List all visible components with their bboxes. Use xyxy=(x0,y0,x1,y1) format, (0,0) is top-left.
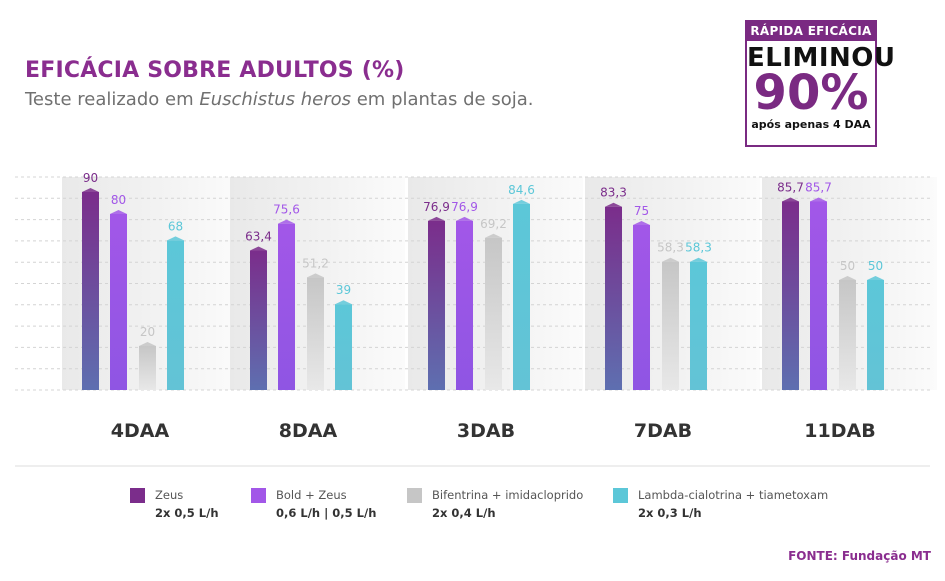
subtitle-prefix: Teste realizado em xyxy=(25,89,200,110)
bar-zeus-7DAB xyxy=(605,206,622,390)
bar-cap-bifentrina-8DAA xyxy=(307,273,324,278)
legend-series-name: Zeus xyxy=(155,488,184,502)
bar-cap-zeus-3DAB xyxy=(428,216,445,221)
bar-bold-zeus-11DAB xyxy=(810,201,827,390)
legend-series-dose: 2x 0,3 L/h xyxy=(638,506,702,520)
data-label-zeus-11DAB: 85,7 xyxy=(777,180,804,194)
category-label-8DAA: 8DAA xyxy=(279,420,338,442)
bar-bifentrina-11DAB xyxy=(839,280,856,390)
legend-series-name: Bifentrina + imidacloprido xyxy=(432,488,584,502)
bar-bifentrina-4DAA xyxy=(139,346,156,390)
data-label-zeus-4DAA: 90 xyxy=(83,171,98,185)
bar-bifentrina-7DAB xyxy=(662,261,679,390)
bar-cap-bold-zeus-4DAA xyxy=(110,210,127,214)
badge-percentage: 90% xyxy=(753,65,869,121)
legend-swatch xyxy=(613,488,628,503)
bar-cap-bifentrina-4DAA xyxy=(139,342,156,346)
bar-zeus-11DAB xyxy=(782,201,799,390)
subtitle-suffix: em plantas de soja. xyxy=(351,89,534,110)
bar-bold-zeus-8DAA xyxy=(278,223,295,390)
data-label-lambda-8DAA: 39 xyxy=(336,283,351,297)
bar-zeus-4DAA xyxy=(82,192,99,390)
bar-zeus-8DAA xyxy=(250,250,267,390)
data-label-bold-zeus-8DAA: 75,6 xyxy=(273,203,300,217)
legend-swatch xyxy=(130,488,145,503)
bar-bold-zeus-7DAB xyxy=(633,225,650,390)
bar-cap-lambda-11DAB xyxy=(867,276,884,280)
bar-lambda-11DAB xyxy=(867,280,884,390)
bar-cap-bifentrina-3DAB xyxy=(485,233,502,238)
bar-lambda-4DAA xyxy=(167,240,184,390)
bar-lambda-3DAB xyxy=(513,203,530,390)
bar-cap-zeus-11DAB xyxy=(782,197,799,202)
data-label-bold-zeus-3DAB: 76,9 xyxy=(451,200,478,214)
badge-label: RÁPIDA EFICÁCIA xyxy=(747,22,875,41)
bar-zeus-3DAB xyxy=(428,220,445,390)
bar-cap-bold-zeus-3DAB xyxy=(456,216,473,221)
bar-lambda-7DAB xyxy=(690,261,707,390)
bar-cap-bold-zeus-7DAB xyxy=(633,221,650,225)
bar-bifentrina-8DAA xyxy=(307,277,324,390)
badge-headline: ELIMINOU xyxy=(747,43,896,73)
data-label-bifentrina-11DAB: 50 xyxy=(840,259,855,273)
data-label-bifentrina-3DAB: 69,2 xyxy=(480,217,507,231)
category-label-4DAA: 4DAA xyxy=(111,420,170,442)
data-label-zeus-7DAB: 83,3 xyxy=(600,186,627,200)
source-credit: FONTE: Fundação MT xyxy=(788,549,931,563)
bar-cap-zeus-4DAA xyxy=(82,188,99,192)
legend-series-name: Lambda-cialotrina + tiametoxam xyxy=(638,488,829,502)
legend-series-dose: 2x 0,4 L/h xyxy=(432,506,496,520)
bar-cap-bold-zeus-11DAB xyxy=(810,197,827,202)
chart-subtitle: Teste realizado em Euschistus heros em p… xyxy=(25,89,534,110)
category-label-7DAB: 7DAB xyxy=(634,420,692,442)
efficacy-badge: RÁPIDA EFICÁCIA ELIMINOU 90% após apenas… xyxy=(745,20,896,147)
bar-cap-bold-zeus-8DAA xyxy=(278,219,295,224)
legend-series-dose: 0,6 L/h | 0,5 L/h xyxy=(276,506,377,520)
legend-swatch xyxy=(251,488,266,503)
data-label-bold-zeus-7DAB: 75 xyxy=(634,204,649,218)
data-label-lambda-7DAB: 58,3 xyxy=(685,241,712,255)
data-label-bifentrina-7DAB: 58,3 xyxy=(657,241,684,255)
data-label-bold-zeus-4DAA: 80 xyxy=(111,193,126,207)
bar-cap-lambda-4DAA xyxy=(167,236,184,241)
data-label-bifentrina-8DAA: 51,2 xyxy=(302,256,329,270)
data-label-lambda-3DAB: 84,6 xyxy=(508,183,535,197)
subtitle-species: Euschistus heros xyxy=(199,89,352,110)
data-label-lambda-4DAA: 68 xyxy=(168,219,183,233)
category-label-11DAB: 11DAB xyxy=(804,420,875,442)
bar-cap-lambda-7DAB xyxy=(690,257,707,262)
category-label-3DAB: 3DAB xyxy=(457,420,515,442)
bar-bold-zeus-4DAA xyxy=(110,214,127,390)
data-label-bold-zeus-11DAB: 85,7 xyxy=(805,180,832,194)
bar-cap-lambda-8DAA xyxy=(335,300,352,305)
data-label-bifentrina-4DAA: 20 xyxy=(140,325,155,339)
bar-cap-bifentrina-11DAB xyxy=(839,276,856,280)
bar-cap-bifentrina-7DAB xyxy=(662,257,679,262)
badge-caption: após apenas 4 DAA xyxy=(751,118,871,131)
bar-bold-zeus-3DAB xyxy=(456,220,473,390)
bar-bifentrina-3DAB xyxy=(485,237,502,390)
chart-title: EFICÁCIA SOBRE ADULTOS (%) xyxy=(25,58,405,83)
data-label-zeus-3DAB: 76,9 xyxy=(423,200,450,214)
data-label-zeus-8DAA: 63,4 xyxy=(245,230,272,244)
legend-series-dose: 2x 0,5 L/h xyxy=(155,506,219,520)
bar-cap-zeus-8DAA xyxy=(250,246,267,251)
bar-cap-lambda-3DAB xyxy=(513,199,530,204)
bar-cap-zeus-7DAB xyxy=(605,202,622,207)
legend-swatch xyxy=(407,488,422,503)
legend-series-name: Bold + Zeus xyxy=(276,488,347,502)
bar-lambda-8DAA xyxy=(335,304,352,390)
data-label-lambda-11DAB: 50 xyxy=(868,259,883,273)
